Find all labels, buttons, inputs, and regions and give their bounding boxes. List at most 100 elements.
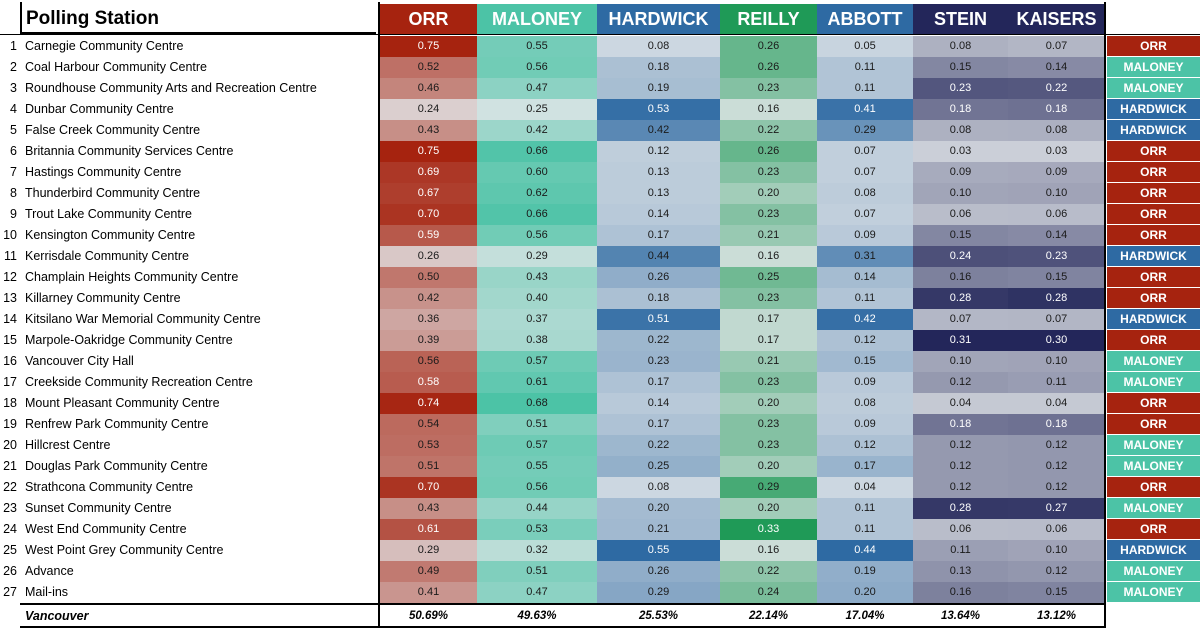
row-number: 27	[3, 585, 17, 599]
value-cell-hardwick: 0.23	[597, 351, 720, 372]
value-cell-reilly: 0.26	[720, 57, 817, 78]
value-cell-stein: 0.08	[913, 36, 1008, 57]
value-cell-stein: 0.24	[913, 246, 1008, 267]
value-cell-stein: 0.12	[913, 372, 1008, 393]
value-cell-orr: 0.51	[380, 456, 477, 477]
value-cell-hardwick: 0.26	[597, 267, 720, 288]
station-name: West Point Grey Community Centre	[25, 543, 224, 557]
value-cell-reilly: 0.23	[720, 372, 817, 393]
value-cell-abbott: 0.11	[817, 57, 913, 78]
total-maloney: 49.63%	[517, 610, 557, 622]
winner-badge: ORR	[1107, 204, 1200, 224]
value-cell-hardwick: 0.13	[597, 162, 720, 183]
value-cell-reilly: 0.23	[720, 288, 817, 309]
row-number: 9	[10, 207, 17, 221]
winner-badge: MALONEY	[1107, 351, 1200, 371]
station-name: Killarney Community Centre	[25, 291, 181, 305]
value-cell-stein: 0.06	[913, 204, 1008, 225]
station-name: Carnegie Community Centre	[25, 39, 184, 53]
value-cell-stein: 0.31	[913, 330, 1008, 351]
value-cell-abbott: 0.04	[817, 477, 913, 498]
value-cell-stein: 0.28	[913, 288, 1008, 309]
value-cell-hardwick: 0.14	[597, 393, 720, 414]
row-number: 13	[3, 291, 17, 305]
value-cell-kaisers: 0.12	[1008, 477, 1105, 498]
value-cell-orr: 0.59	[380, 225, 477, 246]
value-cell-stein: 0.10	[913, 183, 1008, 204]
value-cell-hardwick: 0.17	[597, 414, 720, 435]
winner-badge: ORR	[1107, 414, 1200, 434]
value-cell-abbott: 0.11	[817, 498, 913, 519]
winner-badge: HARDWICK	[1107, 309, 1200, 329]
value-cell-stein: 0.08	[913, 120, 1008, 141]
value-cell-abbott: 0.07	[817, 162, 913, 183]
value-cell-kaisers: 0.07	[1008, 309, 1105, 330]
value-cell-hardwick: 0.21	[597, 519, 720, 540]
value-cell-abbott: 0.15	[817, 351, 913, 372]
value-cell-orr: 0.56	[380, 351, 477, 372]
winner-badge: ORR	[1107, 225, 1200, 245]
row-number: 21	[3, 459, 17, 473]
value-cell-stein: 0.10	[913, 351, 1008, 372]
row-number: 17	[3, 375, 17, 389]
value-cell-maloney: 0.57	[477, 351, 597, 372]
row-number: 7	[10, 165, 17, 179]
value-cell-stein: 0.15	[913, 57, 1008, 78]
value-cell-abbott: 0.20	[817, 582, 913, 603]
value-cell-maloney: 0.68	[477, 393, 597, 414]
value-cell-maloney: 0.42	[477, 120, 597, 141]
value-cell-maloney: 0.47	[477, 78, 597, 99]
value-cell-reilly: 0.23	[720, 78, 817, 99]
value-cell-reilly: 0.33	[720, 519, 817, 540]
value-cell-maloney: 0.53	[477, 519, 597, 540]
row-number: 19	[3, 417, 17, 431]
winner-badge: ORR	[1107, 393, 1200, 413]
value-cell-kaisers: 0.14	[1008, 57, 1105, 78]
value-cell-abbott: 0.12	[817, 330, 913, 351]
row-number: 12	[3, 270, 17, 284]
value-cell-stein: 0.16	[913, 582, 1008, 603]
value-cell-kaisers: 0.11	[1008, 372, 1105, 393]
winner-badge: ORR	[1107, 36, 1200, 56]
value-cell-maloney: 0.43	[477, 267, 597, 288]
station-name: False Creek Community Centre	[25, 123, 201, 137]
total-hardwick: 25.53%	[638, 610, 678, 622]
value-cell-kaisers: 0.30	[1008, 330, 1105, 351]
value-cell-reilly: 0.20	[720, 498, 817, 519]
station-name: Roundhouse Community Arts and Recreation…	[25, 81, 317, 95]
value-cell-orr: 0.75	[380, 141, 477, 162]
header-abbott: ABBOTT	[817, 4, 913, 34]
value-cell-hardwick: 0.22	[597, 435, 720, 456]
value-cell-reilly: 0.22	[720, 120, 817, 141]
header-stein: STEIN	[913, 4, 1008, 34]
value-cell-orr: 0.49	[380, 561, 477, 582]
value-cell-orr: 0.29	[380, 540, 477, 561]
station-name: Kitsilano War Memorial Community Centre	[25, 312, 261, 326]
header-reilly: REILLY	[720, 4, 817, 34]
value-cell-hardwick: 0.44	[597, 246, 720, 267]
value-cell-hardwick: 0.29	[597, 582, 720, 603]
value-cell-reilly: 0.17	[720, 309, 817, 330]
value-cell-stein: 0.13	[913, 561, 1008, 582]
winner-badge: HARDWICK	[1107, 120, 1200, 140]
station-name: Mail-ins	[25, 585, 69, 599]
value-cell-orr: 0.24	[380, 99, 477, 120]
value-cell-maloney: 0.66	[477, 204, 597, 225]
value-cell-abbott: 0.11	[817, 78, 913, 99]
total-abbott: 17.04%	[845, 610, 885, 622]
value-cell-kaisers: 0.27	[1008, 498, 1105, 519]
value-cell-kaisers: 0.12	[1008, 561, 1105, 582]
row-number: 23	[3, 501, 17, 515]
station-name: Thunderbird Community Centre	[25, 186, 201, 200]
value-cell-hardwick: 0.55	[597, 540, 720, 561]
value-cell-kaisers: 0.06	[1008, 204, 1105, 225]
value-cell-hardwick: 0.51	[597, 309, 720, 330]
value-cell-maloney: 0.38	[477, 330, 597, 351]
value-cell-hardwick: 0.14	[597, 204, 720, 225]
total-reilly: 22.14%	[748, 610, 788, 622]
value-cell-abbott: 0.08	[817, 393, 913, 414]
value-cell-reilly: 0.20	[720, 183, 817, 204]
value-cell-kaisers: 0.12	[1008, 456, 1105, 477]
value-cell-maloney: 0.25	[477, 99, 597, 120]
